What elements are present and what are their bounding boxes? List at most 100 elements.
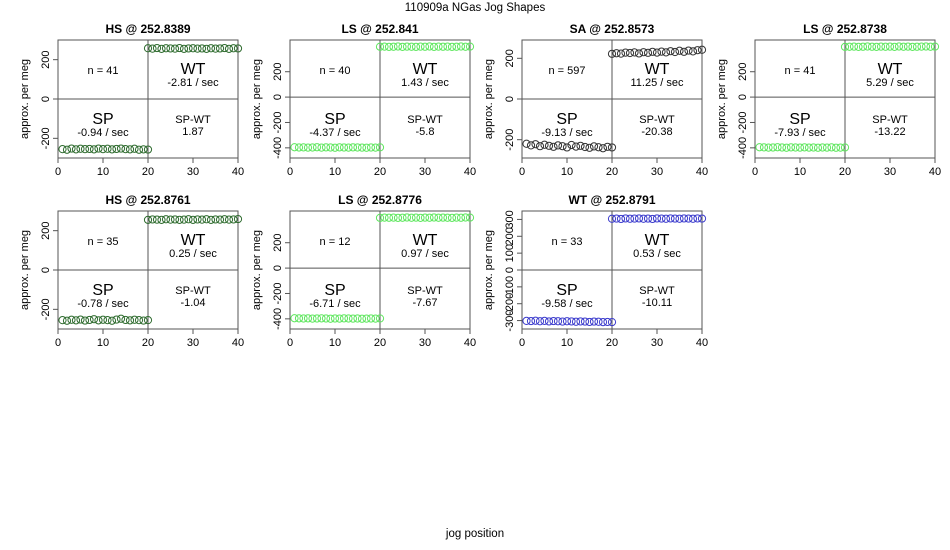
plot-2-wt-point [452,42,461,51]
plot-7-sp-point [580,317,590,326]
plot-2-sp-point [335,143,344,152]
plot-4-wt-point [930,42,940,51]
plot-3-wt-point [630,48,639,57]
plot-5-title: HS @ 252.8761 [105,193,190,207]
plot-1-y-axis-label: approx. per meg [19,59,31,139]
plot-5-sp-point [80,316,90,325]
plot-6-wt-point [443,213,452,222]
plot-4-x-tick-label: 10 [794,166,806,178]
plot-6-x-tick-label: 10 [329,337,341,349]
plot-5-y-tick-label: 0 [40,267,52,273]
plot-4-wt-point [858,42,868,51]
plot-3-wt-point [666,47,675,56]
plot-3-sp-label: SP [556,111,577,128]
plot-2-x-tick-label: 0 [287,166,293,178]
plot-6-y-tick-label: 200 [272,234,284,252]
plot-2-wt-rate: 1.43 / sec [401,77,449,89]
plot-1-sp-point [89,145,99,154]
plot-7-wt-point [607,214,617,223]
plot-4-wt-point [876,42,886,51]
plot-1-wt-point [143,44,153,53]
plot-6-wt-point [465,213,475,222]
plot-7-y-tick-label: -200 [504,293,516,315]
plot-1-sp-point [107,145,117,154]
plot-6-sp-point [303,314,313,323]
plot-5-sp-point [139,316,148,325]
plot-5-sp-label: SP [92,282,113,299]
plot-2-wt-point [389,42,398,51]
plot-3-x-tick-label: 0 [519,166,525,178]
plot-3-wt-point [634,49,644,58]
plot-5-sp-point [143,316,153,325]
plot-6-sp-point [317,314,326,323]
plot-7-sp-point [553,317,563,326]
plot-5-sp-point [116,314,126,323]
plot-3-n-count: n = 597 [548,65,585,77]
plot-1-sp-point [80,145,90,154]
plot-3-sp-point [522,139,531,148]
plot-6-x-tick-label: 0 [287,337,293,349]
plot-1-sp-rate: -0.94 / sec [77,127,129,139]
plot-1-sp-point [103,144,112,153]
plot-7-wt-point [621,214,630,223]
plot-5-x-tick-label: 40 [232,337,244,349]
plot-3-sp-point [571,142,581,151]
plot-5-sp-point [125,316,135,325]
plot-3-x-tick-label: 40 [696,166,708,178]
plot-5-wt-point [161,215,171,224]
plot-1-wt-point [188,44,198,53]
plot-6-x-tick-label: 40 [464,337,476,349]
plot-2-y-tick-label: 200 [272,63,284,81]
plot-3-y-tick-label: -200 [504,129,516,151]
plot-2-sp-point [308,143,317,152]
plot-5-sp-point [85,315,94,325]
plot-5-wt-point [229,215,238,224]
plot-7-x-tick-label: 40 [696,337,708,349]
plot-5-sp-rate: -0.78 / sec [77,298,129,310]
plot-6-sp-point [344,314,353,323]
plot-3-wt-point [621,48,630,57]
plot-2-x-tick-label: 40 [464,166,476,178]
plot-7-sp-point [535,317,545,326]
plot-5-x-tick-label: 0 [55,337,61,349]
plot-4-wt-point [885,42,895,51]
plot-5-wt-point [206,215,216,224]
plot-1-spwt-label: SP-WT [175,114,211,126]
plot-6-wt-point [389,213,398,222]
plot-2-wt-point [456,42,466,51]
plot-5-wt-label: WT [181,232,206,249]
plot-2-wt-point [375,42,385,51]
plot-3-title: SA @ 252.8573 [570,22,655,36]
plot-5-wt-point [184,215,193,224]
plot-6-wt-point [398,213,407,222]
plot-7-sp-point [607,317,617,327]
plot-6-sp-point [362,314,371,323]
plot-6-spwt-label: SP-WT [407,285,443,297]
plot-5-sp-point [107,316,117,325]
plot-6-wt-point [380,213,389,222]
plot-4-x-tick-label: 40 [929,166,941,178]
plot-4-sp-point [809,143,818,152]
plot-5-sp-point [112,315,121,324]
plot-7-wt-point [612,214,621,223]
plot-4-wt-point [863,42,872,51]
plot-7-wt-point [616,214,626,224]
plot-3-sp-rate: -9.13 / sec [541,127,593,139]
plot-3-wt-point [684,46,693,55]
plot-7-sp-point [558,317,567,326]
plot-3-wt-point [607,49,617,58]
plot-4-wt-point [912,42,922,51]
plot-6-wt-point [375,213,385,222]
plot-4-wt-label: WT [878,61,903,78]
plot-4-sp-point [764,143,773,152]
plot-4-wt-point [903,42,913,51]
plot-2-wt-point [402,42,412,51]
plot-5-sp-point [134,316,144,325]
plot-4-wt-point [894,42,904,51]
plot-7-wt-point [688,214,698,223]
plot-2-wt-point [465,42,475,51]
plot-6-y-tick-label: -200 [272,282,284,304]
plot-4-wt-point [849,42,859,51]
plot-7-y-tick-label: -300 [504,310,516,332]
plot-2-sp-point [290,143,299,152]
